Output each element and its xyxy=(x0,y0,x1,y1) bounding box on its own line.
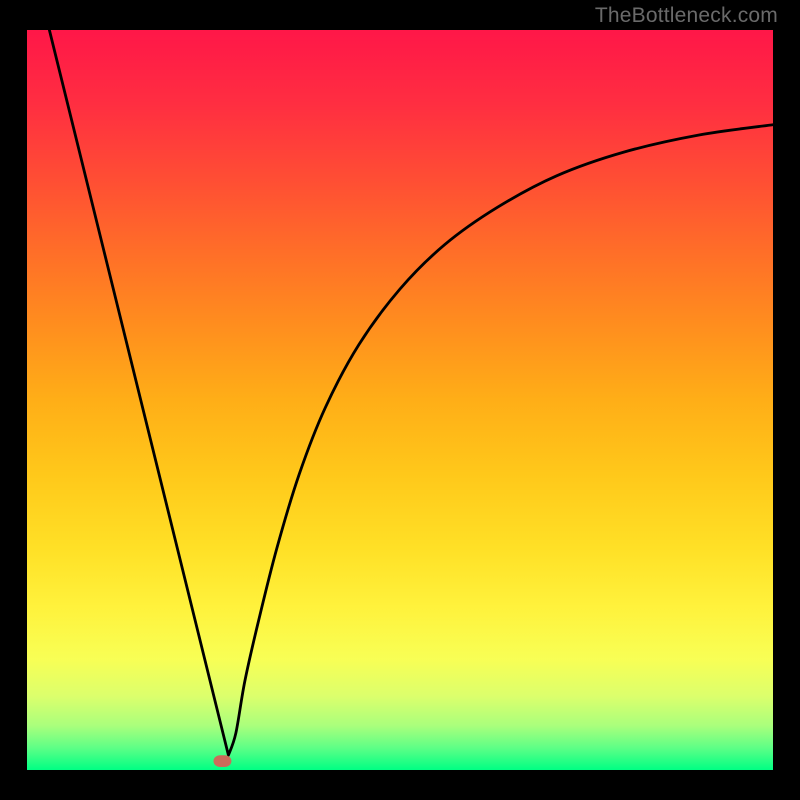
gradient-background xyxy=(27,30,773,770)
chart-svg xyxy=(27,30,773,770)
chart-plot-area xyxy=(27,30,773,770)
watermark-text: TheBottleneck.com xyxy=(595,4,778,28)
min-marker xyxy=(214,755,232,767)
